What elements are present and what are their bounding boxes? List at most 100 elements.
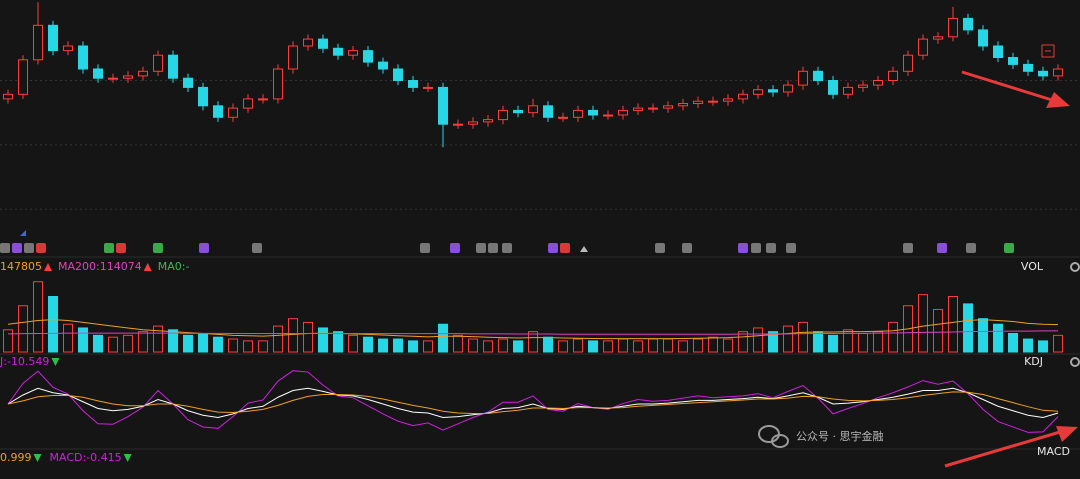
volume-bar [978,318,988,353]
watermark-icon [758,425,780,443]
event-marker [199,243,209,253]
volume-bar [618,338,628,353]
candle-body [888,70,898,82]
macd-label: MACD:-0.415 [50,451,122,464]
volume-bar [348,334,358,353]
candle-body [18,59,28,95]
candle-body [1053,68,1063,77]
volume-bar [828,334,838,353]
volume-bar [183,334,193,353]
event-marker [937,243,947,253]
event-marker [966,243,976,253]
candle-body [303,38,313,47]
ma-label: MA0:- [158,260,190,273]
down-arrow [51,358,60,366]
candle-body [858,84,868,88]
annotation-arrow [944,426,1078,468]
settings-icon[interactable] [1070,262,1080,272]
candle-body [258,98,268,101]
volume-bar [663,338,673,353]
volume-bar [1023,338,1033,353]
volume-bar [33,281,43,353]
vol-title: VOL [1021,260,1044,273]
volume-bar [453,334,463,353]
candle-body [243,98,253,109]
cursor-marker [20,230,26,236]
watermark: 公众号 · 思宇金融 [758,425,884,448]
candle-body [798,70,808,86]
candle-body [63,45,73,52]
volume-bar [573,338,583,353]
settings-icon[interactable] [1070,357,1080,367]
candle-body [108,77,118,80]
volume-bar [438,323,448,353]
candle-body [408,80,418,88]
event-marker [580,246,588,252]
candle-body [138,70,148,77]
volume-bar [708,336,718,353]
candle-body [603,114,613,117]
candle-body [768,89,778,93]
volume-bar [273,325,283,353]
event-marker [786,243,796,253]
volume-bar [63,323,73,353]
kdj-title: KDJ [1024,355,1043,368]
candle-body [468,121,478,125]
candle-body [1038,70,1048,77]
candle-body [918,38,928,56]
candle-body [288,45,298,70]
volume-bar [813,331,823,353]
candle-body [228,107,238,118]
watermark-text: 公众号 · 思宇金融 [796,429,884,443]
candle-body [693,100,703,104]
volume-bar [198,333,208,353]
volume-bar [543,336,553,353]
candle-body [33,24,43,61]
candle-body [648,107,658,110]
volume-bar [723,338,733,353]
volume-bar [933,308,943,353]
volume-bar [588,340,598,353]
ma-label: 147805 [0,260,42,273]
event-marker [153,243,163,253]
volume-bar [498,338,508,353]
kdj-line [7,370,1059,433]
candle-body [948,17,958,38]
candle-body [333,47,343,56]
candle-body [558,116,568,119]
candle-body [618,109,628,116]
candle-body [213,105,223,118]
volume-bar [963,303,973,353]
volume-bar [513,340,523,353]
candle-body [168,54,178,79]
volume-bar [753,327,763,353]
volume-bar [363,336,373,353]
candle-body [813,70,823,82]
volume-bar [93,334,103,353]
volume-bar [393,338,403,353]
candle-body [513,109,523,114]
volume-bar [303,321,313,353]
candle-body [633,107,643,111]
candle-body [498,109,508,121]
candle-body [543,105,553,118]
event-marker [655,243,665,253]
up-arrow [44,263,52,271]
candle-body [933,36,943,40]
candle-body [1008,57,1018,65]
volume-bar [168,329,178,353]
event-marker [1004,243,1014,253]
event-marker [560,243,570,253]
volume-bar [783,325,793,353]
candle-body [978,29,988,47]
event-marker [450,243,460,253]
candle-body [588,109,598,116]
kdj-line [7,391,1059,414]
event-marker [36,243,46,253]
volume-bar [1038,340,1048,353]
volume-bar [1008,333,1018,353]
volume-bar [738,331,748,353]
volume-bar [108,336,118,353]
